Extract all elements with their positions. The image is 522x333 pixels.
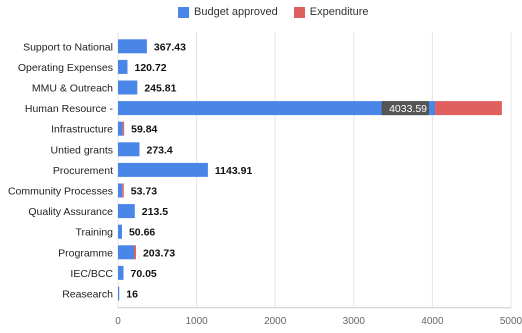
bar-expenditure: [134, 245, 136, 260]
category-label: Reasearch: [62, 289, 113, 301]
data-label: 70.05: [131, 268, 157, 280]
bar-budget: [118, 265, 124, 280]
bar-expenditure: [435, 101, 502, 116]
data-label: 50.66: [129, 227, 155, 239]
data-label: 4033.59: [389, 103, 427, 115]
bar-budget: [118, 224, 122, 239]
category-label: Programme: [58, 247, 113, 259]
data-label: 203.73: [143, 247, 175, 259]
bar-budget: [118, 39, 147, 54]
x-tick-label: 0: [115, 316, 121, 327]
category-label: Training: [75, 227, 113, 239]
bar-budget: [118, 204, 135, 219]
bar-budget: [118, 286, 120, 301]
bar-budget: [118, 59, 128, 74]
bar-budget: [118, 162, 208, 177]
category-label: MMU & Outreach: [32, 83, 113, 95]
bar-budget: [118, 142, 140, 157]
category-label: Infrastructure: [51, 124, 113, 136]
legend-item-expenditure: Expenditure: [293, 6, 369, 18]
data-label: 273.4: [146, 144, 172, 156]
category-label: Support to National: [23, 41, 113, 53]
category-label: Operating Expenses: [18, 62, 113, 74]
legend-label-budget: Budget approved: [194, 6, 278, 18]
x-tick-label: 3000: [343, 316, 366, 327]
legend-item-budget: Budget approved: [178, 6, 278, 18]
data-label: 367.43: [154, 41, 186, 53]
category-label: Human Resource -: [25, 103, 114, 115]
x-tick-label: 2000: [264, 316, 287, 327]
legend: Budget approved Expenditure: [178, 4, 379, 20]
legend-swatch-expenditure: [293, 6, 305, 18]
data-label: 53.73: [131, 186, 157, 198]
data-label: 16: [126, 289, 138, 301]
category-label: Quality Assurance: [28, 206, 113, 218]
category-label: Community Processes: [8, 186, 113, 198]
bar-budget: [118, 101, 436, 116]
data-label: 1143.91: [215, 165, 253, 177]
category-label: Untied grants: [51, 144, 113, 156]
legend-label-expenditure: Expenditure: [309, 6, 369, 18]
legend-swatch-budget: [178, 6, 189, 18]
x-tick-label: 4000: [421, 316, 444, 327]
data-label: 213.5: [142, 206, 168, 218]
x-tick-label: 1000: [185, 316, 208, 327]
data-label: 120.72: [134, 62, 166, 74]
bar-expenditure: [122, 183, 124, 198]
category-label: Procurement: [53, 165, 113, 177]
data-label: 245.81: [144, 83, 176, 95]
bar-budget: [118, 80, 138, 95]
data-label-bg: [381, 101, 430, 116]
data-label: 59.84: [131, 124, 157, 136]
bar-expenditure: [122, 121, 125, 136]
bar-budget: [118, 121, 123, 136]
bar-budget: [118, 245, 135, 260]
x-tick-label: 5000: [500, 316, 522, 327]
bar-budget: [118, 183, 123, 198]
category-label: IEC/BCC: [70, 268, 113, 280]
